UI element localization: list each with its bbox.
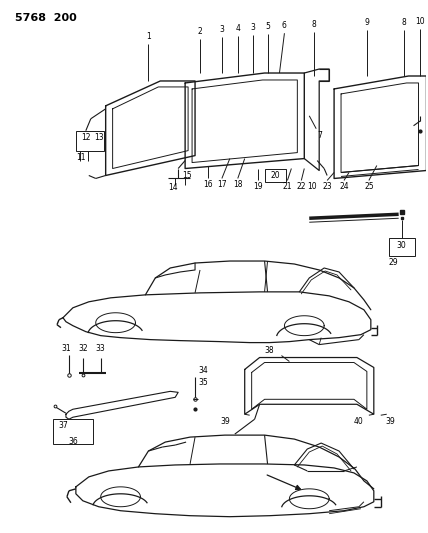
Text: 9: 9 xyxy=(364,18,369,27)
Text: 16: 16 xyxy=(203,181,213,189)
Text: 24: 24 xyxy=(339,182,349,191)
Text: 35: 35 xyxy=(198,378,208,387)
Text: 6: 6 xyxy=(282,21,287,30)
Text: 36: 36 xyxy=(68,437,78,446)
Text: 11: 11 xyxy=(76,152,86,161)
Text: 25: 25 xyxy=(364,182,374,191)
Text: 8: 8 xyxy=(401,18,406,27)
Text: 39: 39 xyxy=(220,417,230,426)
Text: 2: 2 xyxy=(198,27,202,36)
Text: 37: 37 xyxy=(58,421,68,430)
Text: 4: 4 xyxy=(235,24,240,33)
Text: 3: 3 xyxy=(250,23,255,32)
Bar xyxy=(53,419,93,444)
Text: 14: 14 xyxy=(168,183,178,192)
Text: 12: 12 xyxy=(81,133,90,142)
Text: 18: 18 xyxy=(233,181,243,189)
Text: 32: 32 xyxy=(78,344,88,352)
Text: 7: 7 xyxy=(317,131,322,140)
Text: 3: 3 xyxy=(220,25,224,34)
Text: 1: 1 xyxy=(146,32,151,41)
Text: 19: 19 xyxy=(253,182,262,191)
Text: 10: 10 xyxy=(307,182,317,191)
Text: 29: 29 xyxy=(389,258,398,267)
Text: 31: 31 xyxy=(61,344,71,352)
Text: 20: 20 xyxy=(270,171,280,180)
Text: 5: 5 xyxy=(265,22,270,31)
Text: 8: 8 xyxy=(312,20,317,29)
Text: 13: 13 xyxy=(94,133,104,142)
Text: 21: 21 xyxy=(282,182,292,191)
Bar xyxy=(389,238,415,256)
Text: 30: 30 xyxy=(397,241,407,250)
Text: 33: 33 xyxy=(96,344,106,352)
Text: 38: 38 xyxy=(265,345,274,354)
Bar xyxy=(76,131,104,151)
Text: 22: 22 xyxy=(297,182,306,191)
Text: 40: 40 xyxy=(354,417,364,426)
Text: 15: 15 xyxy=(182,171,192,180)
Text: 34: 34 xyxy=(198,366,208,375)
Text: 23: 23 xyxy=(322,182,332,191)
Text: 5768  200: 5768 200 xyxy=(15,13,77,23)
Text: 10: 10 xyxy=(416,17,425,26)
Text: 39: 39 xyxy=(386,417,395,426)
Bar xyxy=(265,168,286,182)
Text: 17: 17 xyxy=(217,181,227,189)
